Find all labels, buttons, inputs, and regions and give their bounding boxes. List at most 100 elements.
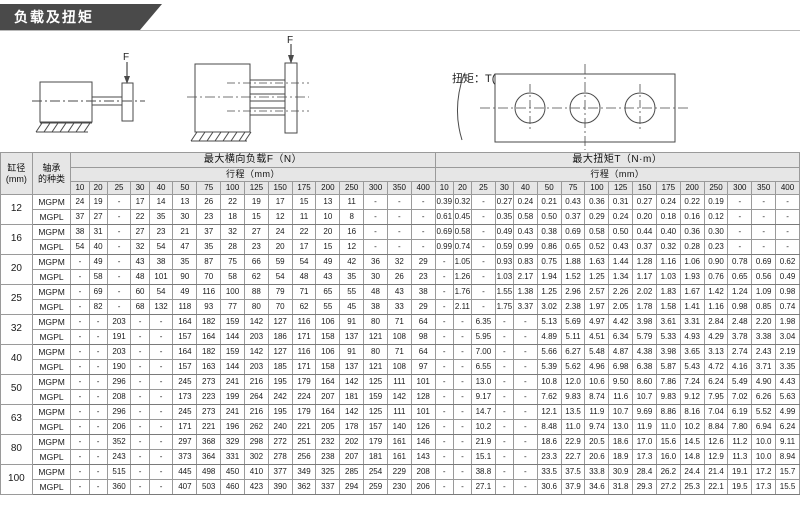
cell-load-125: 19	[243, 194, 269, 210]
cell-load-75: 182	[196, 314, 222, 330]
cell-load-50: 90	[172, 269, 198, 285]
cell-load-250: 207	[339, 449, 365, 465]
cell-load-350: 229	[386, 464, 412, 480]
cell-load-100: 196	[220, 419, 245, 435]
cell-torque-125: 10.7	[608, 404, 634, 420]
cell-load-75: 116	[196, 284, 222, 300]
cell-torque-250: 0.12	[703, 209, 729, 225]
cell-load-300: 159	[363, 389, 388, 405]
cell-load-250: 294	[339, 479, 365, 495]
cell-load-75: 273	[196, 374, 222, 390]
cell-load-10: -	[70, 344, 90, 360]
cell-load-200: 232	[315, 434, 341, 450]
cell-load-400: 23	[410, 269, 436, 285]
cell-torque-25: -	[470, 254, 496, 270]
cell-load-350: 71	[386, 314, 412, 330]
cell-torque-200: 1.06	[679, 254, 705, 270]
cell-torque-10: -	[434, 419, 454, 435]
cell-torque-350: 10.0	[751, 434, 777, 450]
cell-torque-100: 0.29	[584, 209, 610, 225]
cell-load-40: 101	[148, 269, 174, 285]
cell-torque-50: 23.3	[536, 449, 562, 465]
cell-load-300: 181	[363, 449, 388, 465]
header-stroke-torque-40: 40	[512, 181, 538, 195]
cell-load-50: 21	[172, 224, 198, 240]
cell-torque-350: 5.52	[751, 404, 777, 420]
cell-load-50: 245	[172, 374, 198, 390]
cell-bore: 25	[0, 284, 33, 315]
cell-load-175: 251	[291, 434, 317, 450]
cell-torque-350: 2.43	[751, 344, 777, 360]
cell-torque-100: 1.63	[584, 254, 610, 270]
cell-torque-400: -	[775, 239, 800, 255]
cell-load-150: 79	[267, 284, 293, 300]
cell-bearing-type: MGPM	[31, 434, 72, 450]
cell-torque-10: -	[434, 314, 454, 330]
cylinder-guided-load-diagram: F	[187, 36, 309, 142]
cell-load-10: 37	[70, 209, 90, 225]
cell-load-30: 60	[130, 284, 150, 300]
cell-bore: 40	[0, 344, 33, 375]
cell-torque-175: 0.32	[655, 239, 681, 255]
cell-load-125: 216	[243, 374, 269, 390]
cell-load-350: 108	[386, 359, 412, 375]
header-bore: 缸径 (mm)	[0, 152, 33, 195]
cell-load-400: 101	[410, 374, 436, 390]
cell-load-250: 42	[339, 254, 365, 270]
cell-load-25: 206	[106, 419, 132, 435]
cell-load-125: 15	[243, 209, 269, 225]
header-stroke-torque-25: 25	[470, 181, 496, 195]
cell-torque-175: 8.86	[655, 404, 681, 420]
cell-torque-30: -	[494, 434, 514, 450]
cell-torque-175: 1.03	[655, 269, 681, 285]
cell-torque-100: 1.97	[584, 299, 610, 315]
cell-torque-125: 13.0	[608, 419, 634, 435]
cell-load-40: -	[148, 314, 174, 330]
cell-load-20: -	[88, 389, 108, 405]
table-row: 20 MGPM -49-43 38 35 87 75 66 59 54 49 42 36 32 29-1.0…	[0, 254, 800, 285]
cell-load-25: 203	[106, 314, 132, 330]
header-stroke-load-50: 50	[172, 181, 198, 195]
cell-torque-125: 6.34	[608, 329, 634, 345]
header-stroke-torque-50: 50	[536, 181, 562, 195]
cell-torque-125: 4.87	[608, 344, 634, 360]
cell-torque-400: 0.62	[775, 254, 800, 270]
cell-load-150: 195	[267, 374, 293, 390]
cell-load-200: 158	[315, 359, 341, 375]
cell-torque-125: 1.34	[608, 269, 634, 285]
cell-load-25: 352	[106, 434, 132, 450]
cell-torque-25: 5.95	[470, 329, 496, 345]
cell-torque-125: 18.6	[608, 434, 634, 450]
cell-load-30: -	[130, 434, 150, 450]
cell-load-100: 159	[220, 344, 245, 360]
cell-torque-30: -	[494, 464, 514, 480]
cell-load-40: 23	[148, 224, 174, 240]
cell-torque-40: -	[512, 434, 538, 450]
cell-torque-125: 2.05	[608, 299, 634, 315]
cell-bearing-type: MGPM	[31, 194, 72, 210]
cell-torque-10: -	[434, 404, 454, 420]
cell-load-25: 296	[106, 404, 132, 420]
cell-torque-50: 0.38	[536, 224, 562, 240]
header-stroke-torque-350: 350	[751, 181, 777, 195]
cell-torque-30: 0.93	[494, 254, 514, 270]
cell-bearing-type: MGPL	[31, 239, 72, 255]
cell-load-175: 179	[291, 374, 317, 390]
cell-bearing-type: MGPL	[31, 209, 72, 225]
cell-bore: 100	[0, 464, 33, 495]
cell-load-40: 54	[148, 239, 174, 255]
cell-load-50: 47	[172, 239, 198, 255]
cell-load-20: 49	[88, 254, 108, 270]
cell-torque-350: 3.71	[751, 359, 777, 375]
cell-load-10: -	[70, 329, 90, 345]
cell-torque-30: -	[494, 314, 514, 330]
cell-torque-400: 15.7	[775, 464, 800, 480]
cell-load-25: -	[106, 254, 132, 270]
cell-load-75: 23	[196, 209, 222, 225]
cell-load-40: -	[148, 374, 174, 390]
cell-torque-250: 21.4	[703, 464, 729, 480]
cell-torque-200: 0.36	[679, 224, 705, 240]
cell-torque-20: -	[452, 389, 472, 405]
cell-bore: 80	[0, 434, 33, 465]
cell-torque-350: 6.94	[751, 419, 777, 435]
